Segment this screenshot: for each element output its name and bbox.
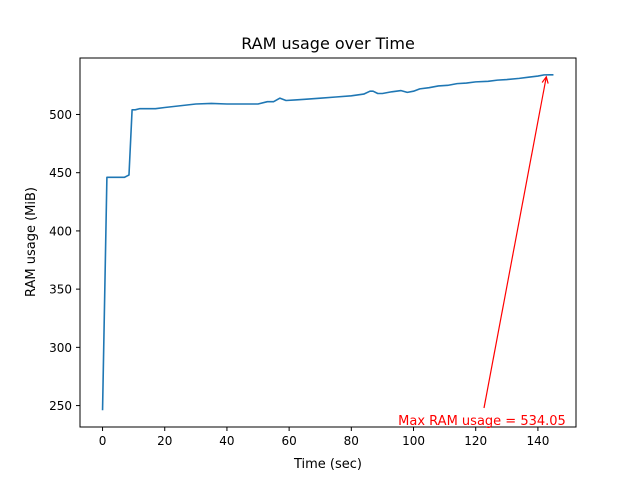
y-tick-label: 250 [49, 399, 72, 413]
chart-title: RAM usage over Time [241, 34, 415, 53]
y-tick-label: 450 [49, 166, 72, 180]
x-tick-label: 100 [402, 434, 425, 448]
series-line-ram [101, 74, 554, 411]
axes-frame [79, 57, 577, 428]
plot-area: 0 20 40 60 80 100 120 140 250 300 350 400 450 500 Ma… [49, 57, 577, 448]
y-axis-ticks: 250 300 350 400 450 500 [49, 108, 80, 413]
annotation-arrow [483, 76, 547, 409]
y-tick-label: 500 [49, 108, 72, 122]
x-tick-label: 0 [99, 434, 107, 448]
y-tick-label: 400 [49, 224, 72, 238]
x-tick-label: 40 [219, 434, 234, 448]
x-tick-label: 140 [526, 434, 549, 448]
annotation-arrowhead [541, 75, 549, 84]
y-tick-label: 350 [49, 283, 72, 297]
x-tick-label: 120 [464, 434, 487, 448]
x-tick-label: 20 [157, 434, 172, 448]
annotation-label: Max RAM usage = 534.05 [398, 414, 566, 429]
x-axis-label: Time (sec) [293, 457, 362, 472]
y-tick-label: 300 [49, 341, 72, 355]
x-tick-label: 80 [344, 434, 359, 448]
y-axis-label: RAM usage (MiB) [24, 187, 39, 297]
x-tick-label: 60 [281, 434, 296, 448]
x-axis-ticks: 0 20 40 60 80 100 120 140 [99, 427, 549, 448]
